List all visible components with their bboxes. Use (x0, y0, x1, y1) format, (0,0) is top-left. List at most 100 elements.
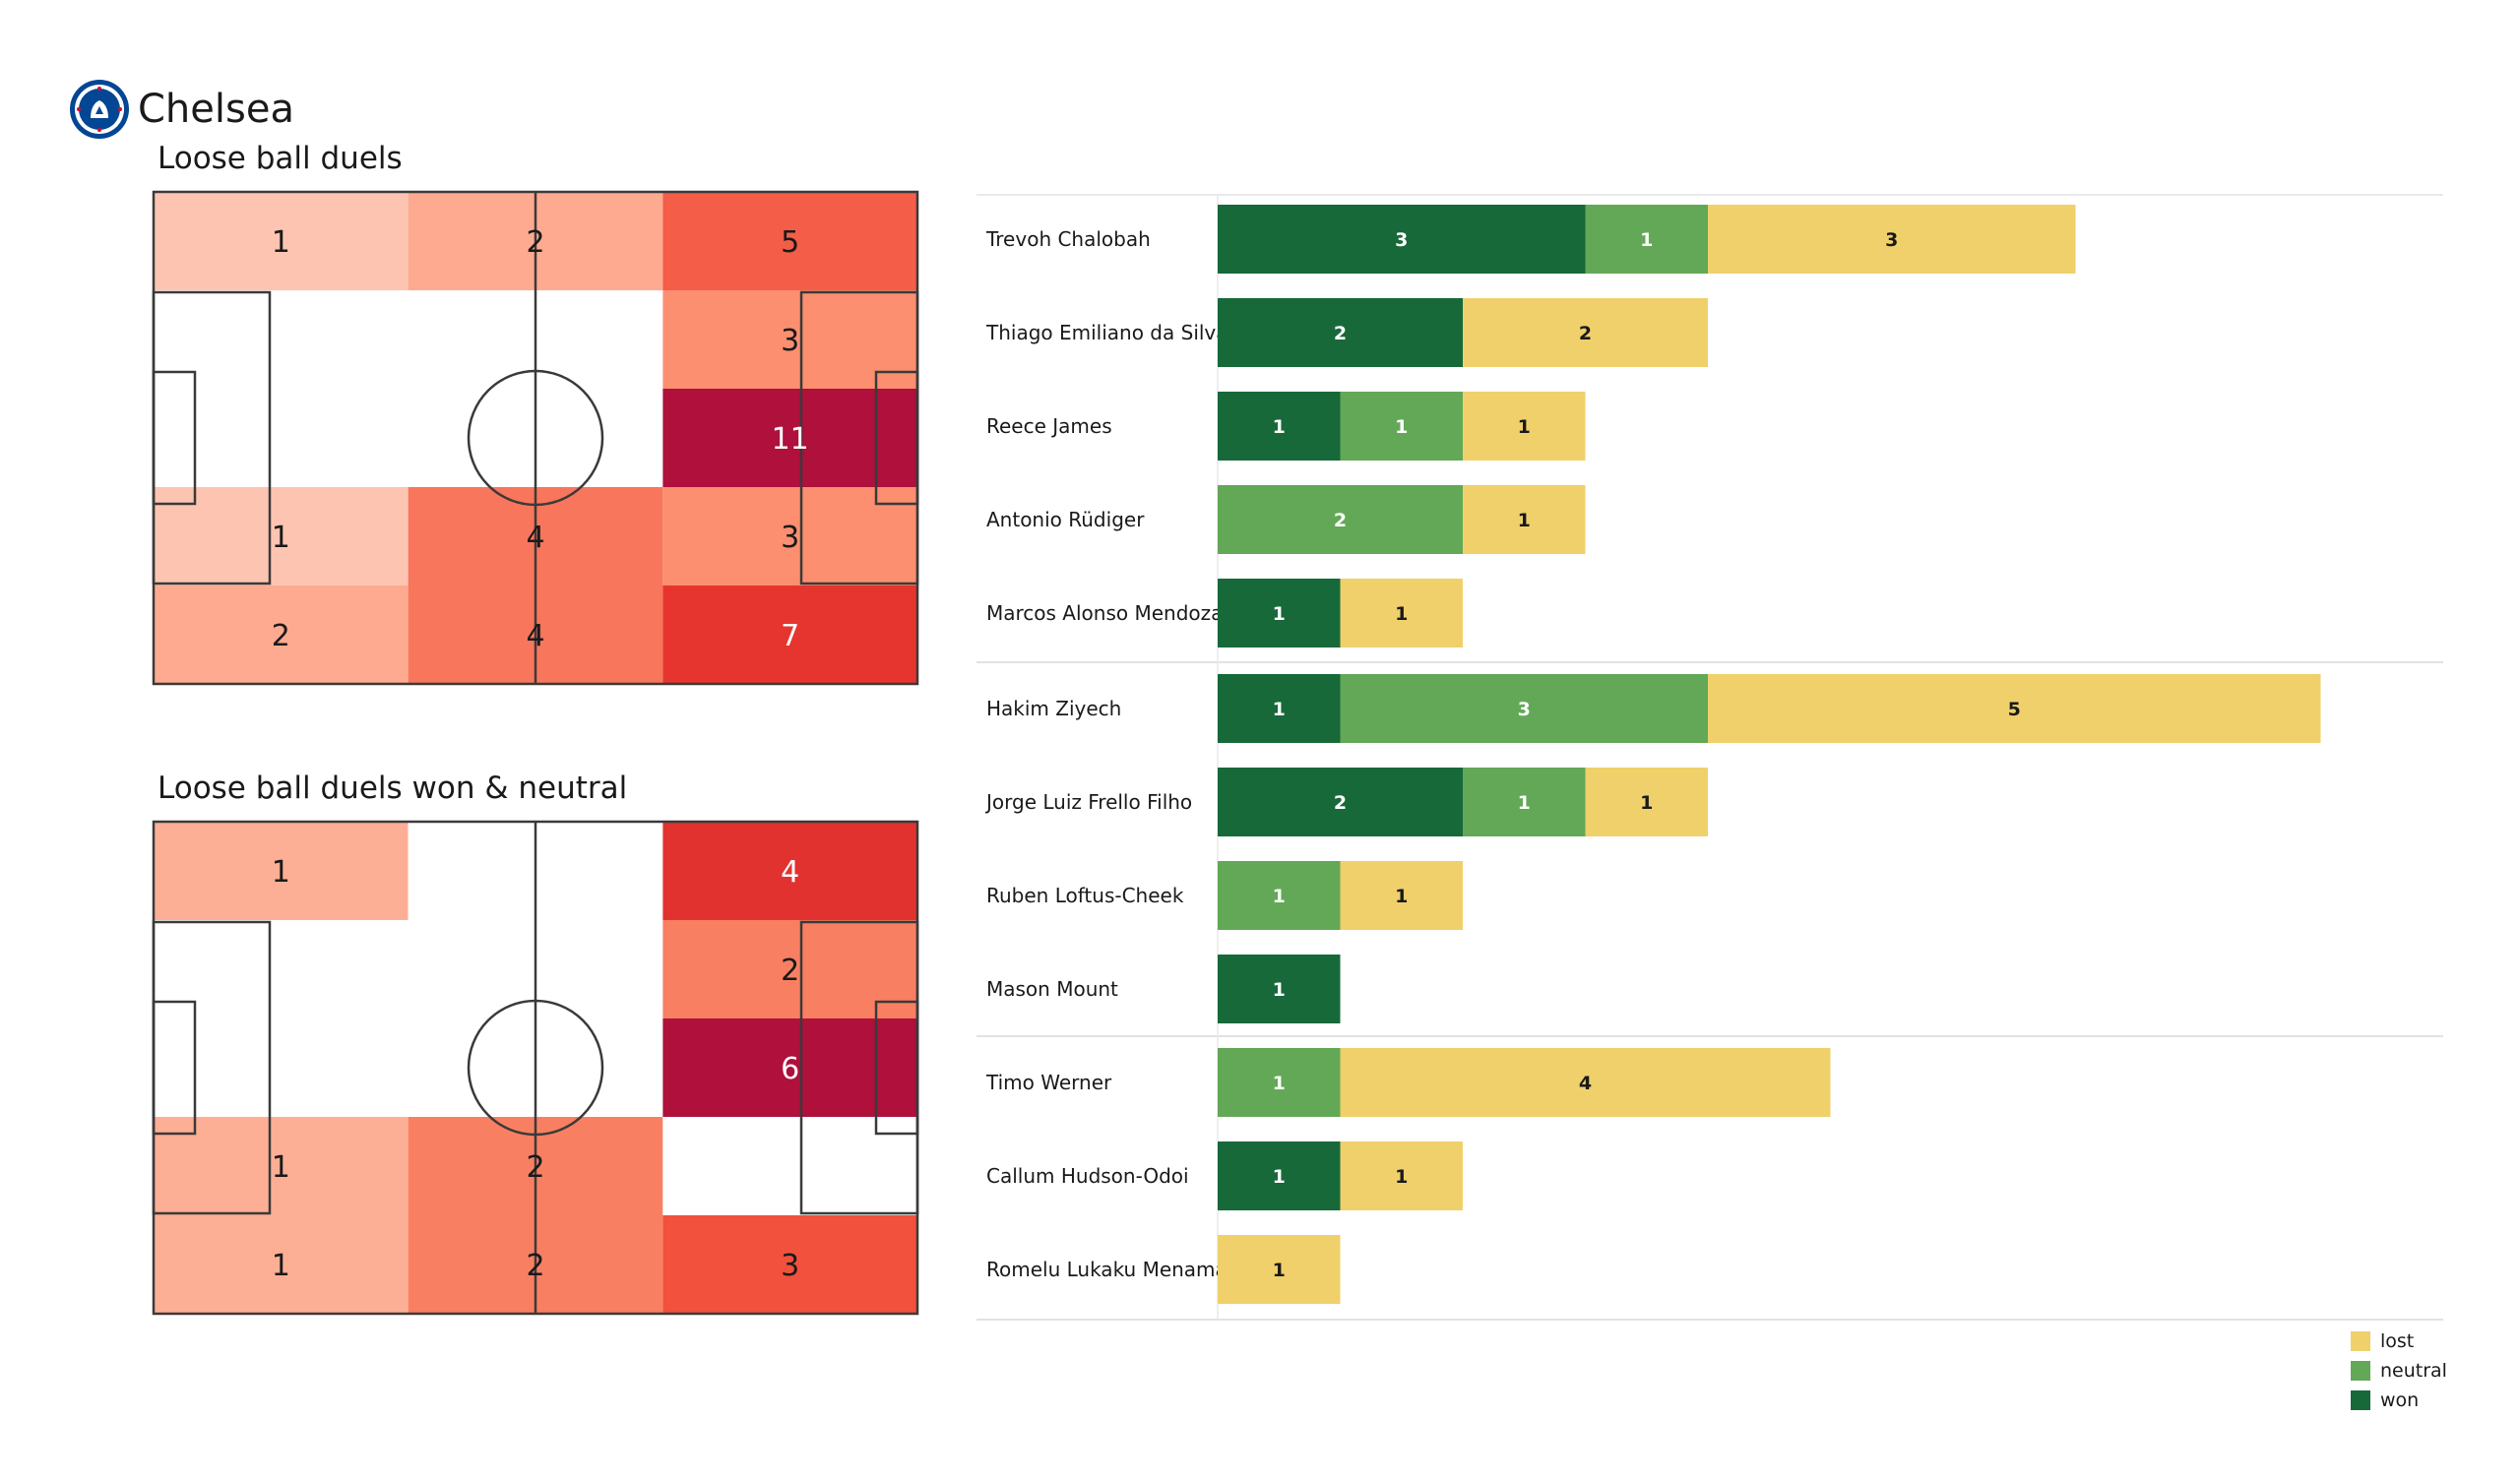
heatmap-cell-label: 2 (526, 1249, 544, 1283)
bar-segment-label: 3 (1885, 229, 1898, 251)
player-name: Ruben Loftus-Cheek (986, 884, 1184, 907)
player-name: Hakim Ziyech (986, 697, 1121, 720)
heatmap-cell-label: 5 (781, 225, 799, 260)
heatmap-cell-label: 4 (526, 521, 544, 555)
player-name: Thiago Emiliano da Silva (985, 321, 1228, 344)
legend-swatch-won (2351, 1390, 2370, 1410)
heatmap-cell-label: 3 (781, 521, 799, 555)
heatmap-cell-label: 1 (272, 1249, 290, 1283)
player-name: Reece James (986, 414, 1112, 438)
legend-item-won: won (2351, 1386, 2447, 1415)
bar-segment-won (1218, 955, 1341, 1023)
player-row: Hakim Ziyech 1 3 5 (986, 674, 2321, 743)
legend-item-lost: lost (2351, 1326, 2447, 1356)
bar-segment-lost (1463, 392, 1586, 461)
player-row: Jorge Luiz Frello Filho 2 1 1 (984, 768, 1708, 836)
center-circle (467, 369, 604, 507)
heatmap-cell (154, 586, 409, 684)
bar-segment-won (1218, 768, 1463, 836)
heatmap-cell (154, 192, 409, 290)
bar-segment-label: 3 (1518, 699, 1531, 720)
legend: lost neutral won (2351, 1326, 2447, 1415)
heatmap-cell-label: 7 (781, 619, 799, 653)
bar-segment-neutral (1218, 1048, 1341, 1117)
heatmap-cell-label: 3 (781, 324, 799, 358)
heatmap-cell (662, 192, 917, 290)
heatmap-cell-label: 1 (272, 1150, 290, 1185)
heatmap-cell-label: 1 (272, 225, 290, 260)
bar-segment-label: 4 (1579, 1073, 1592, 1094)
player-row: Callum Hudson-Odoi 1 1 (986, 1141, 1463, 1210)
team-name: Chelsea (138, 87, 294, 132)
bar-segment-label: 2 (1334, 510, 1347, 531)
heatmap-cell (154, 1215, 409, 1314)
bar-segment-label: 1 (1395, 1166, 1408, 1188)
player-name: Trevoh Chalobah (985, 227, 1151, 251)
bar-segment-label: 1 (1518, 416, 1531, 438)
player-row: Reece James 1 1 1 (986, 392, 1586, 461)
player-row: Marcos Alonso Mendoza 1 1 (986, 579, 1463, 648)
bar-segment-lost (1463, 298, 1708, 367)
legend-swatch-lost (2351, 1331, 2370, 1351)
bar-segment-won (1218, 1141, 1341, 1210)
player-name: Callum Hudson-Odoi (986, 1164, 1189, 1188)
player-row: Romelu Lukaku Menama 1 (986, 1235, 1341, 1304)
bar-segment-neutral (1340, 392, 1463, 461)
bar-segment-label: 1 (1273, 416, 1286, 438)
heatmap-cell (662, 822, 917, 920)
bar-segment-neutral (1218, 485, 1463, 554)
player-row: Mason Mount 1 (986, 955, 1341, 1023)
player-name: Mason Mount (986, 977, 1118, 1001)
bar-segment-lost (1340, 861, 1463, 930)
bar-segment-label: 1 (1273, 603, 1286, 625)
bar-segment-neutral (1463, 768, 1586, 836)
bar-segment-label: 1 (1273, 1166, 1286, 1188)
heatmap-cell (154, 822, 409, 920)
bar-segment-label: 1 (1518, 792, 1531, 814)
legend-item-neutral: neutral (2351, 1356, 2447, 1386)
bar-segment-won (1218, 674, 1341, 743)
bar-segment-lost (1340, 1048, 1831, 1117)
bar-segment-label: 1 (1273, 979, 1286, 1001)
bar-segment-won (1218, 579, 1341, 648)
group-separators (976, 194, 2443, 1321)
bar-segment-label: 1 (1640, 792, 1653, 814)
chelsea-crest-icon (70, 80, 129, 139)
heatmap-cell-label: 2 (526, 225, 544, 260)
bar-segment-neutral (1340, 674, 1708, 743)
bar-segment-label: 1 (1395, 886, 1408, 907)
goal-area-right (874, 1000, 919, 1136)
goal-area-left (152, 370, 197, 506)
bar-segment-won (1218, 205, 1586, 274)
heatmap-cell-label: 6 (781, 1052, 799, 1086)
bar-segment-lost (1708, 674, 2321, 743)
bar-segment-label: 1 (1395, 416, 1408, 438)
bar-segment-label: 1 (1640, 229, 1653, 251)
bar-segment-lost (1218, 1235, 1341, 1304)
bar-segment-label: 1 (1273, 886, 1286, 907)
bar-segment-label: 2 (1334, 792, 1347, 814)
bar-segment-won (1218, 298, 1463, 367)
heatmap-cell-label: 4 (526, 619, 544, 653)
player-name: Jorge Luiz Frello Filho (984, 790, 1192, 814)
bar-segment-lost (1708, 205, 2076, 274)
player-row: Trevoh Chalobah 3 1 3 (985, 205, 2076, 274)
bar-segment-label: 5 (2008, 699, 2021, 720)
legend-swatch-neutral (2351, 1361, 2370, 1381)
player-row: Timo Werner 1 4 (985, 1048, 1831, 1117)
bar-segment-won (1218, 392, 1341, 461)
pitch-title-duels: Loose ball duels (158, 141, 403, 176)
heatmap-cell-label: 1 (272, 521, 290, 555)
bar-segment-lost (1463, 485, 1586, 554)
center-circle (467, 999, 604, 1137)
bar-segment-lost (1340, 1141, 1463, 1210)
heatmap-cell-label: 4 (781, 855, 799, 890)
bar-segment-label: 1 (1273, 699, 1286, 720)
bar-segment-lost (1340, 579, 1463, 648)
goal-area-right (874, 370, 919, 506)
heatmap-cell-label: 2 (781, 954, 799, 988)
bar-segment-label: 1 (1273, 1073, 1286, 1094)
bar-segment-neutral (1218, 861, 1341, 930)
